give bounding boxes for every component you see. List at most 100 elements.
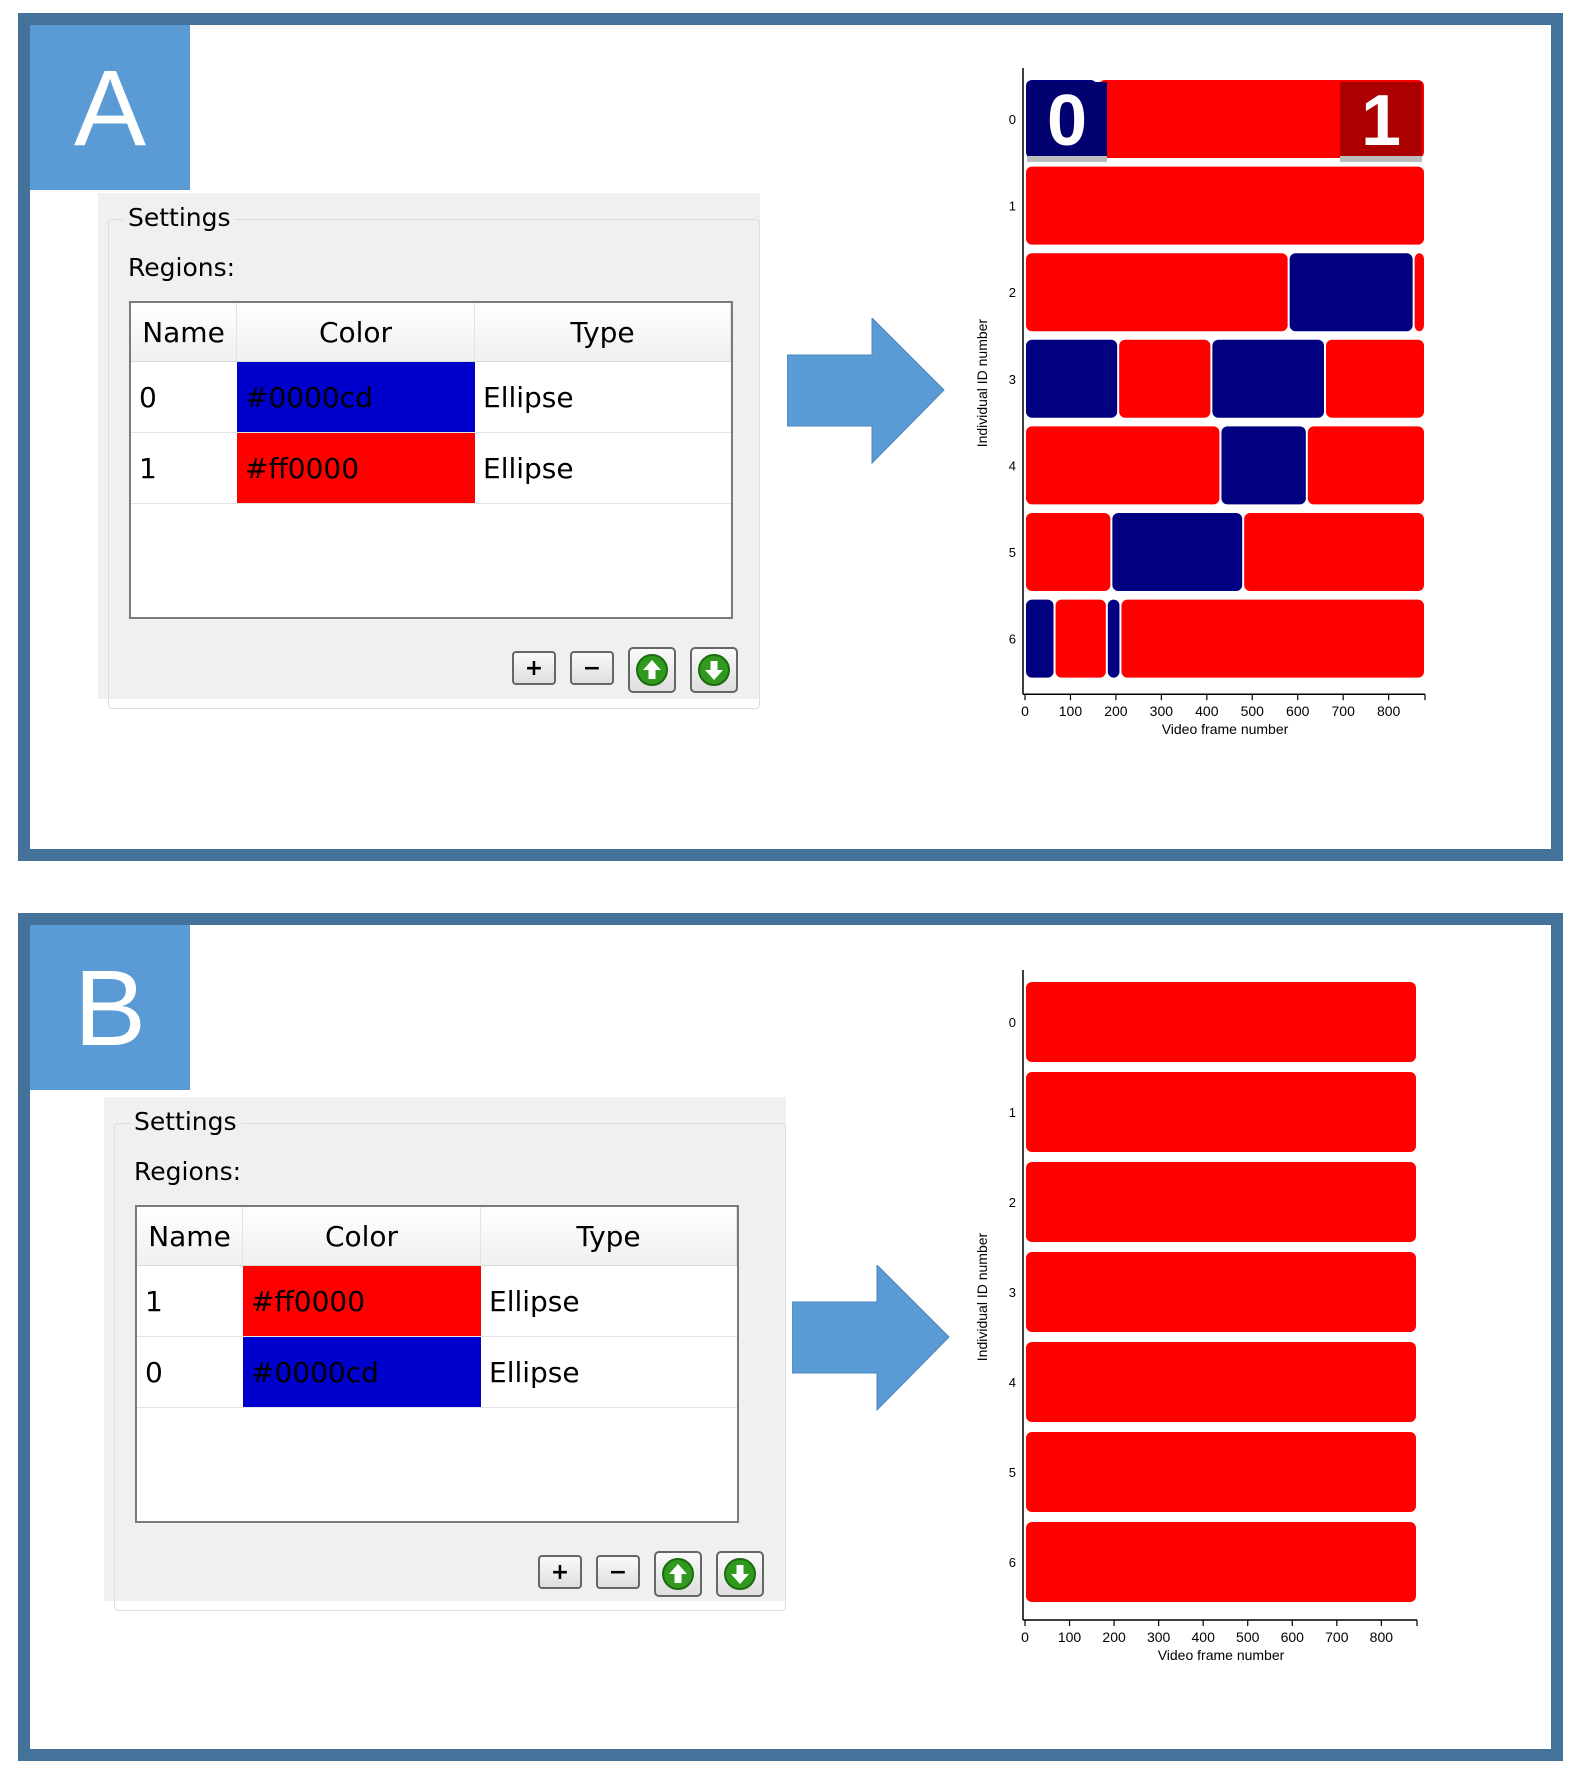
x-tick-label: 800 <box>1370 1629 1394 1645</box>
x-tick-label: 300 <box>1147 1629 1171 1645</box>
region-buttons: + − <box>512 647 738 693</box>
add-region-button[interactable]: + <box>538 1555 582 1589</box>
timeline-segment <box>1119 339 1211 418</box>
legend-label: 1 <box>1361 81 1401 161</box>
settings-group: Settings Regions: Name Color Type 0 #000… <box>98 193 760 709</box>
table-row[interactable]: 1 #ff0000 Ellipse <box>131 433 731 504</box>
region-color-cell[interactable]: #ff0000 <box>237 433 475 503</box>
x-tick-label: 500 <box>1241 703 1265 719</box>
table-row[interactable]: 0 #0000cd Ellipse <box>131 362 731 433</box>
arrow-down-icon <box>698 654 730 686</box>
timeline-segment <box>1026 599 1054 678</box>
timeline-segment <box>1026 1252 1416 1332</box>
y-tick-label: 6 <box>1009 632 1016 647</box>
y-tick-label: 5 <box>1009 545 1016 560</box>
timeline-segment <box>1307 426 1424 505</box>
column-header-type[interactable]: Type <box>475 303 731 361</box>
legend-box <box>1027 82 1107 156</box>
regions-label: Regions: <box>128 253 236 282</box>
x-tick-label: 200 <box>1102 1629 1126 1645</box>
panel-b: B Settings Regions: Name Color Type 1 #f… <box>18 913 1563 1761</box>
region-color-cell[interactable]: #0000cd <box>237 362 475 432</box>
region-type-cell[interactable]: Ellipse <box>483 451 574 485</box>
region-name-cell[interactable]: 0 <box>145 1355 163 1389</box>
legend-label: 0 <box>1047 81 1087 161</box>
settings-frame <box>108 219 760 709</box>
arrow-up-icon <box>636 654 668 686</box>
x-tick-label: 300 <box>1150 703 1174 719</box>
y-tick-label: 0 <box>1009 112 1016 127</box>
move-up-button[interactable] <box>654 1551 702 1597</box>
move-up-button[interactable] <box>628 647 676 693</box>
y-tick-label: 3 <box>1009 372 1016 387</box>
region-name-cell[interactable]: 1 <box>139 451 157 485</box>
x-axis-title: Video frame number <box>1158 1647 1285 1663</box>
column-header-name[interactable]: Name <box>131 303 237 361</box>
timeline-segment <box>1414 253 1424 332</box>
timeline-segment <box>1026 253 1288 332</box>
column-header-color[interactable]: Color <box>243 1207 481 1265</box>
table-row[interactable]: 1 #ff0000 Ellipse <box>137 1266 737 1337</box>
region-buttons: + − <box>538 1551 764 1597</box>
y-tick-label: 4 <box>1009 458 1016 473</box>
timeline-segment <box>1026 1072 1416 1152</box>
x-tick-label: 100 <box>1058 1629 1082 1645</box>
region-type-cell[interactable]: Ellipse <box>489 1284 580 1318</box>
column-header-name[interactable]: Name <box>137 1207 243 1265</box>
move-down-button[interactable] <box>716 1551 764 1597</box>
y-tick-label: 0 <box>1009 1015 1016 1030</box>
timeline-segment <box>1121 599 1424 678</box>
region-color-cell[interactable]: #ff0000 <box>243 1266 481 1336</box>
region-name-cell[interactable]: 0 <box>139 380 157 414</box>
regions-label: Regions: <box>134 1157 242 1186</box>
timeline-segment <box>1026 1522 1416 1602</box>
y-tick-label: 2 <box>1009 285 1016 300</box>
y-axis-title: Individual ID number <box>974 319 990 448</box>
remove-region-button[interactable]: − <box>596 1555 640 1589</box>
timeline-segment <box>1026 426 1220 505</box>
remove-region-button[interactable]: − <box>570 651 614 685</box>
settings-frame <box>114 1123 786 1611</box>
column-header-color[interactable]: Color <box>237 303 475 361</box>
x-tick-label: 700 <box>1325 1629 1349 1645</box>
region-name-cell[interactable]: 1 <box>145 1284 163 1318</box>
legend-shadow <box>1027 154 1107 162</box>
timeline-segment <box>1326 339 1424 418</box>
y-tick-label: 6 <box>1009 1555 1016 1570</box>
timeline-segment <box>1221 426 1306 505</box>
table-header: Name Color Type <box>131 303 731 362</box>
y-tick-label: 3 <box>1009 1285 1016 1300</box>
timeline-segment <box>1244 513 1424 591</box>
arrow-up-icon <box>662 1558 694 1590</box>
region-type-cell[interactable]: Ellipse <box>489 1355 580 1389</box>
x-tick-label: 0 <box>1021 1629 1029 1645</box>
panel-a: A Settings Regions: Name Color Type 0 #0… <box>18 13 1563 861</box>
x-tick-label: 600 <box>1286 703 1310 719</box>
settings-title: Settings <box>130 1107 241 1136</box>
regions-table[interactable]: Name Color Type 0 #0000cd Ellipse 1 #ff0… <box>129 301 733 619</box>
move-down-button[interactable] <box>690 647 738 693</box>
timeline-segment <box>1026 1162 1416 1242</box>
timeline-segment <box>1112 513 1243 591</box>
x-tick-label: 500 <box>1236 1629 1260 1645</box>
timeline-segment <box>1026 982 1416 1062</box>
y-tick-label: 2 <box>1009 1195 1016 1210</box>
y-tick-label: 1 <box>1009 1105 1016 1120</box>
y-tick-label: 1 <box>1009 199 1016 214</box>
region-color-cell[interactable]: #0000cd <box>243 1337 481 1407</box>
regions-table[interactable]: Name Color Type 1 #ff0000 Ellipse 0 #000… <box>135 1205 739 1523</box>
column-header-type[interactable]: Type <box>481 1207 737 1265</box>
timeline-segment <box>1026 166 1424 245</box>
region-type-cell[interactable]: Ellipse <box>483 380 574 414</box>
timeline-segment <box>1107 599 1120 678</box>
timeline-segment <box>1026 1342 1416 1422</box>
x-tick-label: 600 <box>1281 1629 1305 1645</box>
timeline-segment <box>1026 513 1111 591</box>
table-row[interactable]: 0 #0000cd Ellipse <box>137 1337 737 1408</box>
x-axis-title: Video frame number <box>1162 721 1289 737</box>
x-tick-label: 800 <box>1377 703 1401 719</box>
x-tick-label: 400 <box>1195 703 1219 719</box>
x-tick-label: 400 <box>1192 1629 1216 1645</box>
x-tick-label: 700 <box>1332 703 1356 719</box>
add-region-button[interactable]: + <box>512 651 556 685</box>
